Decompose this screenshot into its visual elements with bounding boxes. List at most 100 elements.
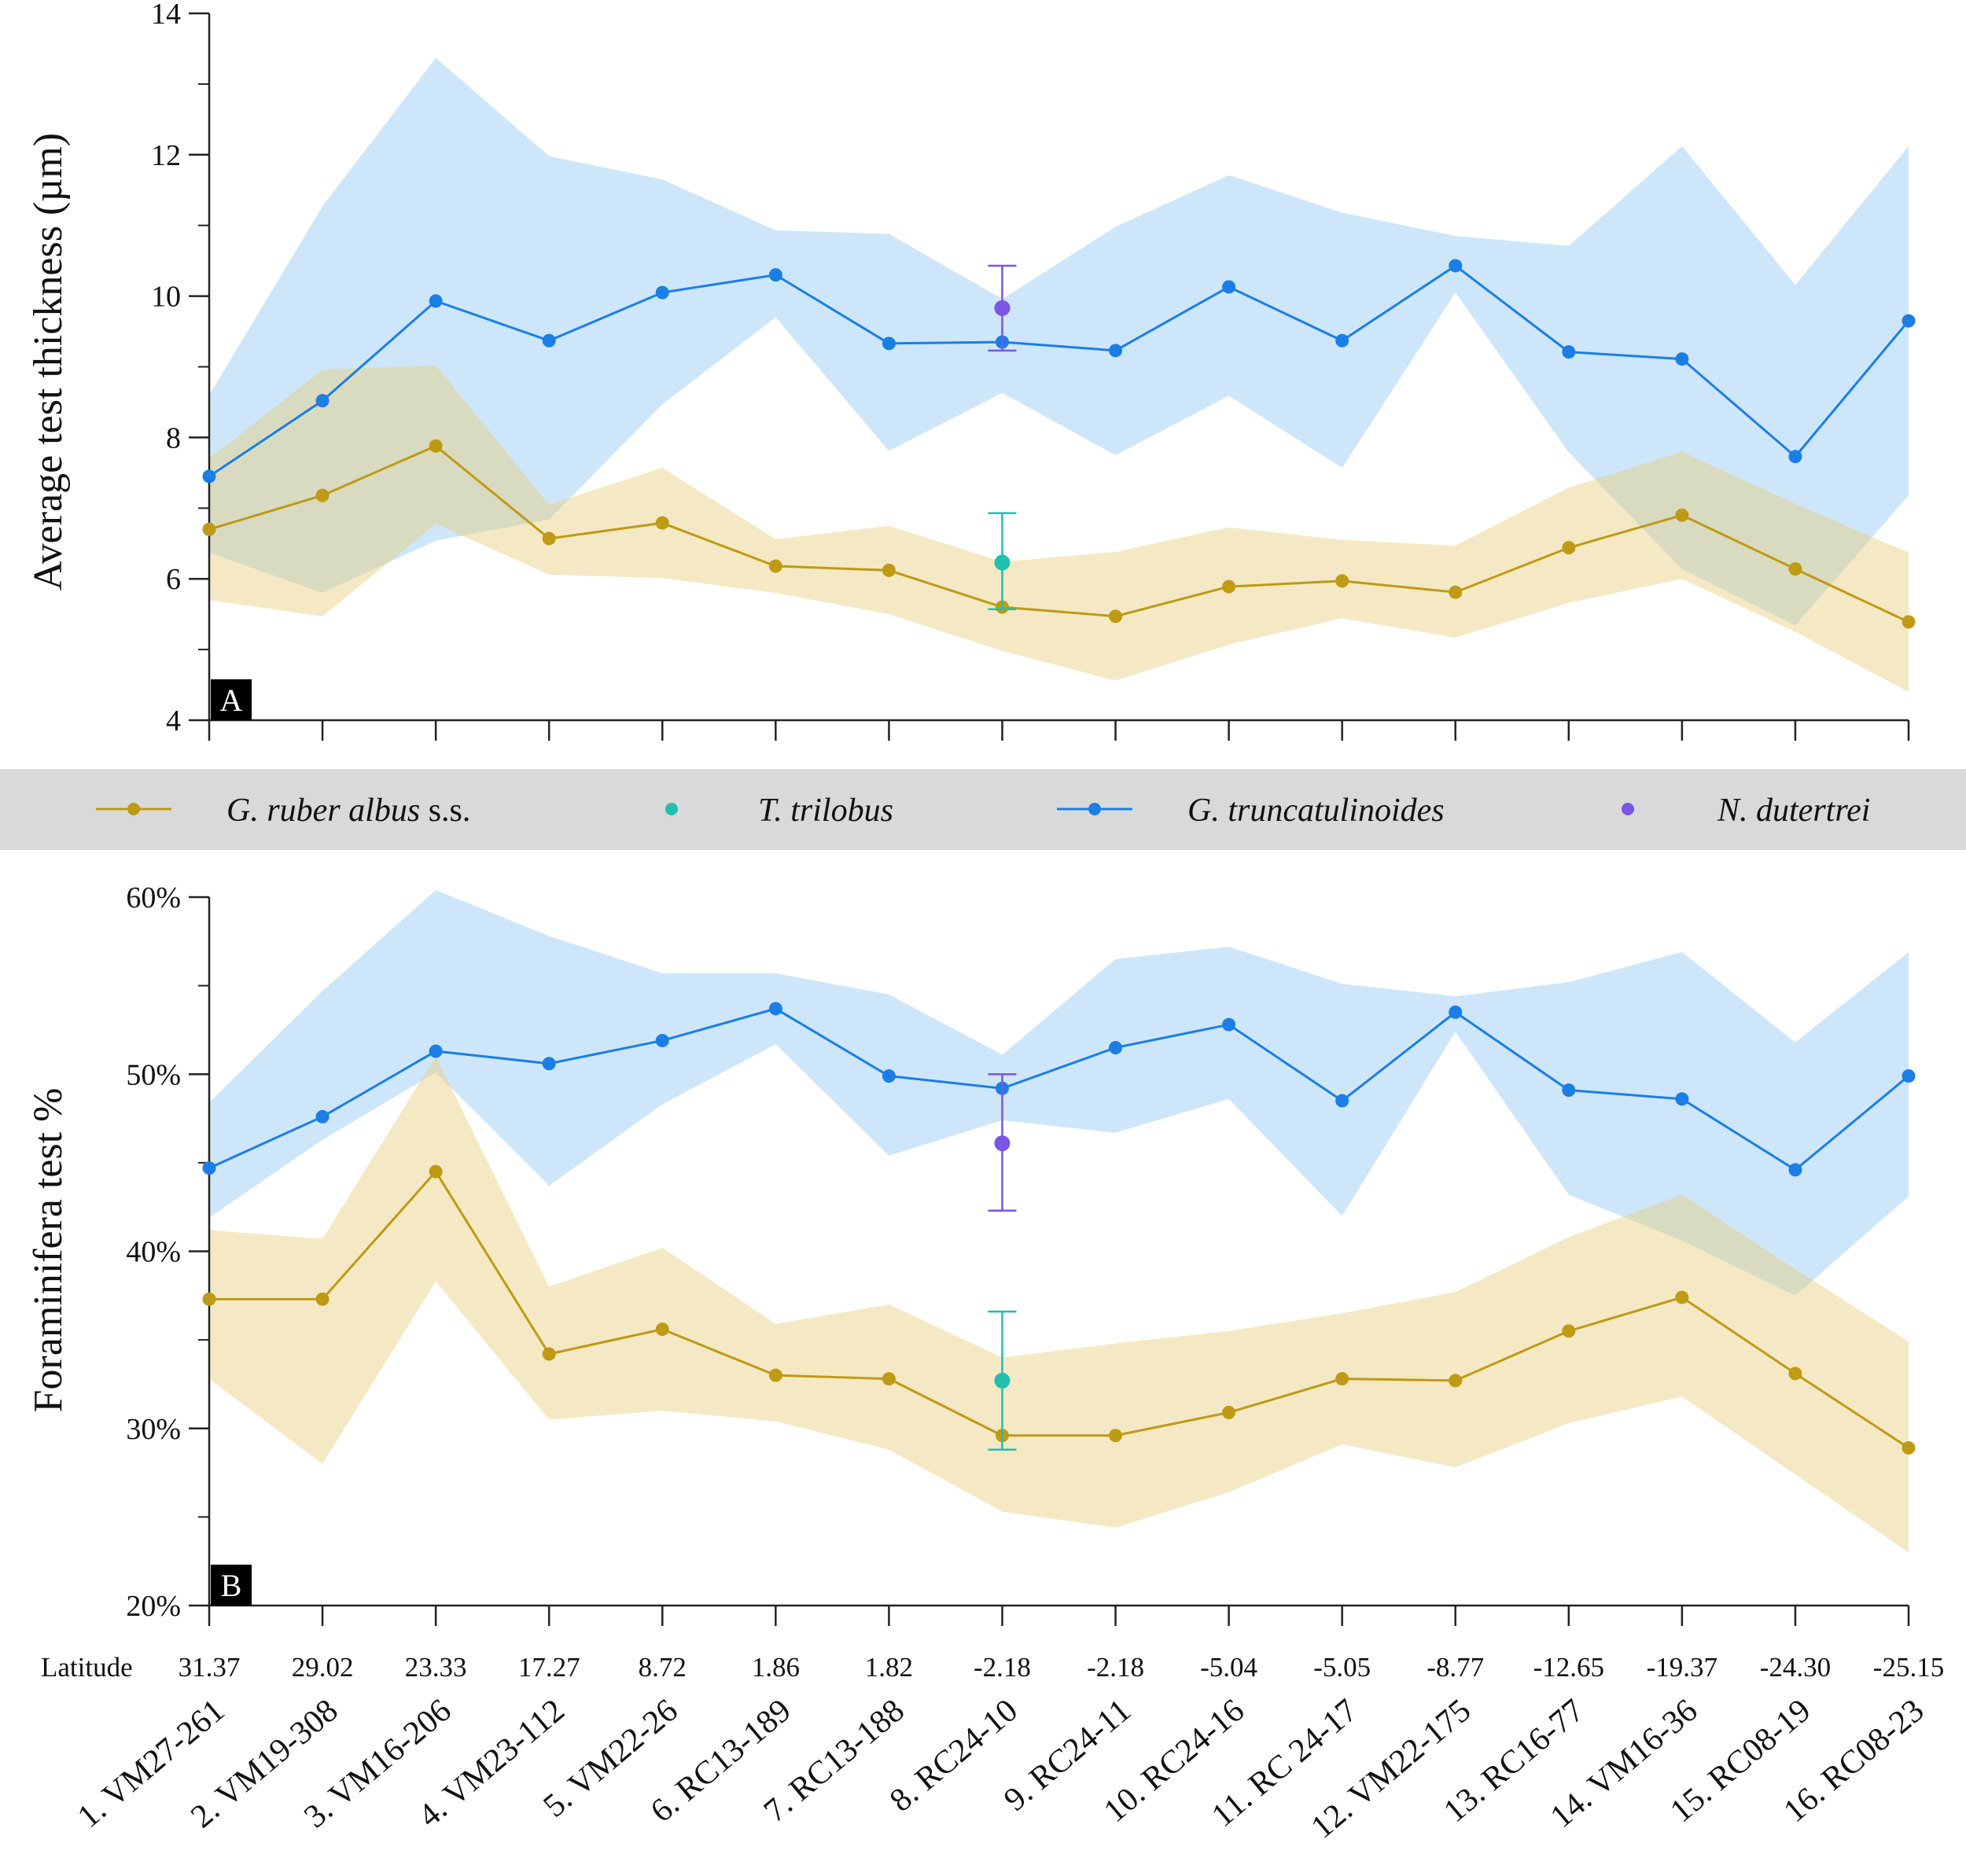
panel-a-axes: 4 6 8 10 12 14 bbox=[151, 0, 1910, 741]
panel-b-point-ruber-1 bbox=[202, 1292, 216, 1306]
panel-a-point-ruber-2 bbox=[315, 488, 330, 502]
panel-b-y-tick-label: 30% bbox=[126, 1413, 181, 1446]
panel-a-point-ruber-1 bbox=[202, 522, 216, 536]
panel-b-point-truncatulinoides-1 bbox=[202, 1161, 216, 1175]
panel-b-point-truncatulinoides-11 bbox=[1335, 1094, 1349, 1108]
panel-a-point-truncatulinoides-12 bbox=[1449, 259, 1463, 273]
panel-a-point-ruber-14 bbox=[1675, 508, 1689, 522]
legend-item-dutertrei: N. dutertrei bbox=[1622, 793, 1870, 829]
latitude-label-4: 17.27 bbox=[518, 1652, 580, 1683]
panel-a-point-ruber-7 bbox=[882, 563, 896, 577]
panel-a-point-truncatulinoides-14 bbox=[1675, 352, 1689, 366]
panel-b-point-ruber-16 bbox=[1902, 1441, 1916, 1455]
panel-b-point-truncatulinoides-5 bbox=[655, 1033, 669, 1047]
panel-a-point-ruber-9 bbox=[1109, 609, 1123, 623]
panel-a-point-truncatulinoides-15 bbox=[1788, 450, 1802, 464]
panel-a-point-truncatulinoides-4 bbox=[542, 333, 556, 348]
panel-b-point-truncatulinoides-16 bbox=[1902, 1069, 1916, 1083]
panel-b-axes: 20% 30% 40% 50% 60% bbox=[126, 881, 1910, 1626]
panel-a-point-ruber-12 bbox=[1449, 585, 1463, 599]
panel-b-points bbox=[202, 1002, 1916, 1455]
panel-b-band-truncatulinoides bbox=[209, 889, 1909, 1296]
panel-a-point-truncatulinoides-6 bbox=[768, 268, 782, 282]
panel-b-point-ruber-4 bbox=[542, 1347, 556, 1361]
panel-a-y-tick-label: 10 bbox=[151, 281, 181, 314]
panel-b-line-ruber bbox=[209, 1169, 1909, 1449]
panel-b-point-ruber-6 bbox=[768, 1368, 782, 1382]
panel-a-point-truncatulinoides-11 bbox=[1335, 333, 1349, 348]
panel-b-point-dutertrei bbox=[994, 1135, 1011, 1152]
legend-label-ruber-suffix: s.s. bbox=[420, 793, 470, 829]
panel-b-point-truncatulinoides-2 bbox=[315, 1109, 330, 1124]
panel-a-point-trilobus bbox=[994, 554, 1011, 571]
panel-a-point-ruber-4 bbox=[542, 532, 556, 546]
panel-b-band-ruber bbox=[209, 1056, 1909, 1553]
panel-b-y-axis-title: Foraminifera test % bbox=[26, 1088, 71, 1413]
legend-label-truncatulinoides: G. truncatulinoides bbox=[1187, 793, 1445, 829]
panel-a-y-tick-label: 8 bbox=[166, 421, 181, 454]
latitude-label-10: -5.04 bbox=[1200, 1652, 1257, 1683]
panel-b-bands bbox=[209, 889, 1909, 1553]
panel-a-point-truncatulinoides-1 bbox=[202, 469, 216, 484]
panel-a-point-truncatulinoides-2 bbox=[315, 394, 330, 408]
legend-background bbox=[0, 769, 1966, 850]
panel-a-y-tick-label: 6 bbox=[166, 563, 181, 596]
latitude-label-13: -12.65 bbox=[1533, 1652, 1604, 1683]
panel-b-point-truncatulinoides-6 bbox=[768, 1002, 782, 1016]
latitude-label-15: -24.30 bbox=[1760, 1652, 1831, 1683]
panel-a-point-ruber-5 bbox=[655, 516, 669, 530]
panel-a-point-ruber-6 bbox=[768, 559, 782, 573]
panel-b-point-truncatulinoides-14 bbox=[1675, 1092, 1689, 1106]
panel-a-band-ruber bbox=[209, 365, 1909, 693]
panel-a-point-ruber-11 bbox=[1335, 574, 1349, 588]
latitude-label-16: -25.15 bbox=[1873, 1652, 1944, 1683]
panel-a-point-truncatulinoides-7 bbox=[882, 337, 896, 351]
legend-item-truncatulinoides: G. truncatulinoides bbox=[1057, 793, 1445, 829]
legend-label-dutertrei: N. dutertrei bbox=[1717, 793, 1870, 829]
panel-a-y-axis-title: Average test thickness (µm) bbox=[26, 133, 71, 590]
panel-b-point-ruber-2 bbox=[315, 1292, 330, 1306]
panel-b-point-truncatulinoides-7 bbox=[882, 1069, 896, 1083]
panel-a-point-truncatulinoides-13 bbox=[1562, 345, 1576, 359]
panel-b-point-trilobus bbox=[994, 1372, 1011, 1389]
panel-b-y-tick-label: 60% bbox=[126, 881, 181, 914]
panel-a-band-truncatulinoides bbox=[209, 57, 1909, 626]
panel-a-point-ruber-15 bbox=[1788, 562, 1802, 576]
legend-item-ruber: G. ruber albus s.s. bbox=[96, 793, 470, 829]
panel-a-point-ruber-10 bbox=[1222, 579, 1236, 594]
panel-a-thickness-chart: 4 6 8 10 12 14 A Average test thickness (µm) bbox=[26, 0, 1916, 741]
panel-a-line-truncatulinoides bbox=[208, 264, 1910, 478]
panel-a-point-ruber-13 bbox=[1562, 541, 1576, 555]
panel-b-series-lines bbox=[208, 1007, 1909, 1449]
legend: G. ruber albus s.s. T. trilobus G. trunc… bbox=[0, 769, 1966, 850]
legend-item-trilobus: T. trilobus bbox=[665, 793, 893, 829]
panel-a-line-ruber bbox=[208, 444, 1909, 623]
panel-b-point-truncatulinoides-3 bbox=[429, 1044, 443, 1058]
latitude-label-2: 29.02 bbox=[292, 1652, 354, 1683]
panel-a-letter: A bbox=[220, 682, 243, 718]
panel-a-letter-box bbox=[211, 679, 252, 720]
panel-b-y-tick-label: 50% bbox=[126, 1058, 181, 1091]
panel-b-point-ruber-5 bbox=[655, 1322, 669, 1337]
panel-a-y-tick-label: 14 bbox=[151, 0, 181, 31]
panel-b-letter-box bbox=[211, 1565, 252, 1606]
panel-a-bands bbox=[209, 57, 1909, 693]
panel-b-point-truncatulinoides-12 bbox=[1449, 1005, 1463, 1019]
panel-a-point-ruber-3 bbox=[429, 439, 443, 453]
panel-b-point-ruber-7 bbox=[882, 1372, 896, 1386]
latitude-title: Latitude bbox=[41, 1652, 133, 1683]
panel-a-point-ruber-16 bbox=[1902, 615, 1916, 629]
panel-b-point-truncatulinoides-9 bbox=[1109, 1040, 1123, 1054]
panel-a-point-truncatulinoides-9 bbox=[1109, 344, 1123, 358]
panel-a-point-truncatulinoides-3 bbox=[429, 294, 443, 308]
panel-b-point-ruber-12 bbox=[1449, 1374, 1463, 1388]
panel-b-y-tick-label: 40% bbox=[126, 1236, 181, 1269]
latitude-label-5: 8.72 bbox=[639, 1652, 687, 1683]
panel-a-point-truncatulinoides-5 bbox=[655, 285, 669, 300]
panel-b-point-ruber-10 bbox=[1222, 1405, 1236, 1419]
panel-a-y-tick-label: 4 bbox=[166, 704, 181, 738]
panel-b-point-truncatulinoides-13 bbox=[1562, 1083, 1576, 1098]
panel-b-point-ruber-3 bbox=[429, 1164, 443, 1179]
latitude-label-1: 31.37 bbox=[179, 1652, 241, 1683]
